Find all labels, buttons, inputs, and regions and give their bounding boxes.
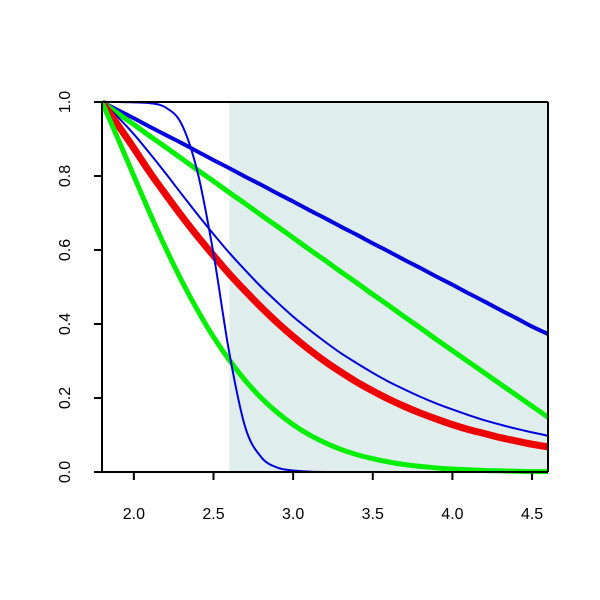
series-line-1 [102, 100, 548, 336]
y-tick-label: 1.0 [57, 91, 74, 113]
x-tick-label: 4.0 [441, 506, 463, 523]
y-tick-label: 0.4 [57, 313, 74, 335]
y-tick-label: 0.6 [57, 239, 74, 261]
series-line-5 [102, 101, 548, 475]
x-tick-label: 3.0 [282, 506, 304, 523]
shaded-region [229, 102, 548, 472]
x-tick-label: 3.5 [362, 506, 384, 523]
x-tick-label: 2.5 [202, 506, 224, 523]
y-tick-label: 0.2 [57, 387, 74, 409]
x-tick-label: 2.0 [123, 506, 145, 523]
series-line-3 [102, 101, 548, 437]
series-line-2 [102, 99, 548, 420]
y-tick-label: 0.0 [57, 461, 74, 483]
series-line-4 [102, 100, 548, 451]
y-tick-label: 0.8 [57, 165, 74, 187]
x-tick-label: 4.5 [521, 506, 543, 523]
